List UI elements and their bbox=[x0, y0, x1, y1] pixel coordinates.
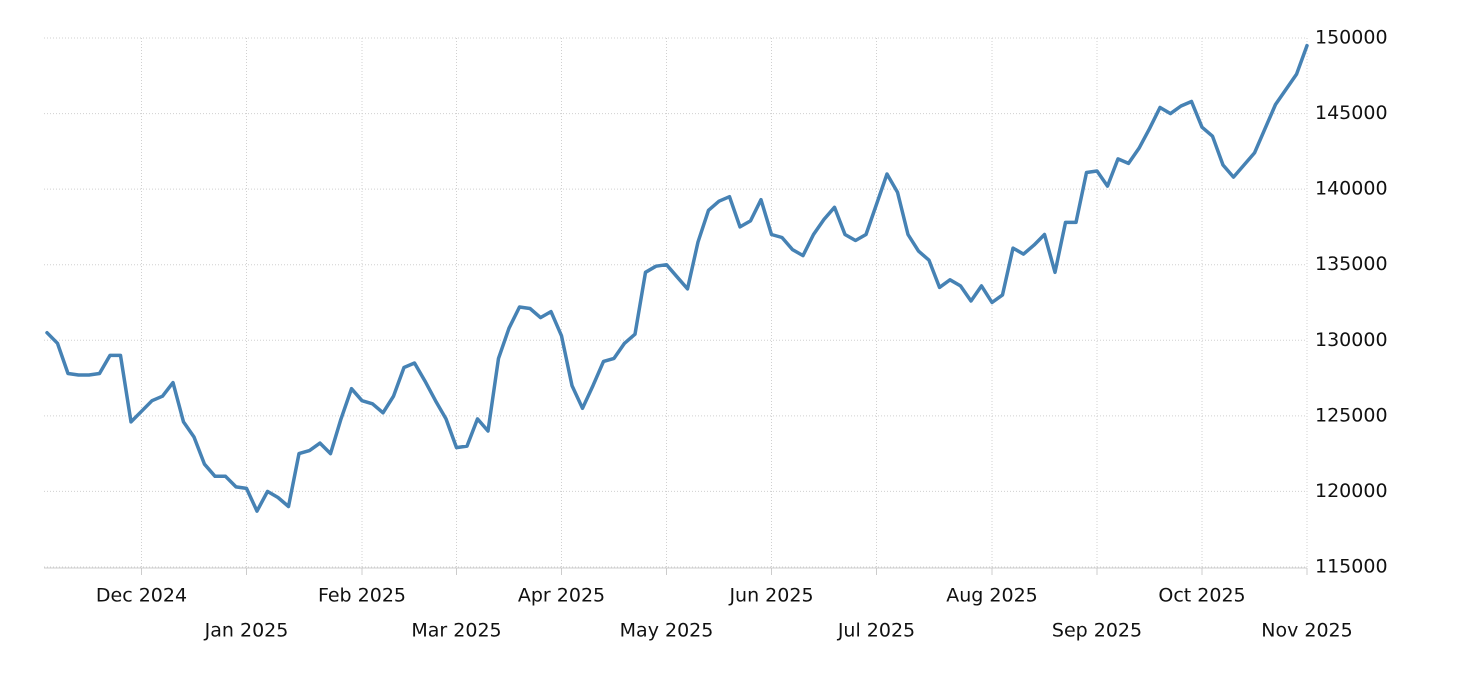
y-tick-label: 130000 bbox=[1315, 329, 1388, 351]
y-tick-label: 125000 bbox=[1315, 404, 1388, 426]
y-tick-label: 120000 bbox=[1315, 480, 1388, 502]
line-series bbox=[45, 43, 1309, 513]
x-tick-label: Jun 2025 bbox=[728, 585, 813, 607]
x-tick-label: Jul 2025 bbox=[837, 620, 915, 642]
y-tick-label: 115000 bbox=[1315, 556, 1388, 578]
x-tick-label: Feb 2025 bbox=[318, 585, 406, 607]
x-tick-label: Sep 2025 bbox=[1052, 620, 1142, 642]
x-tick-label: Jan 2025 bbox=[204, 620, 289, 642]
y-tick-label: 150000 bbox=[1315, 27, 1388, 49]
y-tick-label: 145000 bbox=[1315, 102, 1388, 124]
x-tick-label: Dec 2024 bbox=[96, 585, 187, 607]
x-tick-label: Oct 2025 bbox=[1158, 585, 1245, 607]
x-tick-label: May 2025 bbox=[620, 620, 714, 642]
x-tick-label: Mar 2025 bbox=[411, 620, 501, 642]
y-tick-label: 140000 bbox=[1315, 178, 1388, 200]
x-tick-label: Apr 2025 bbox=[518, 585, 605, 607]
x-tick-label: Nov 2025 bbox=[1261, 620, 1352, 642]
x-tick-label: Aug 2025 bbox=[946, 585, 1038, 607]
y-tick-label: 135000 bbox=[1315, 253, 1388, 275]
